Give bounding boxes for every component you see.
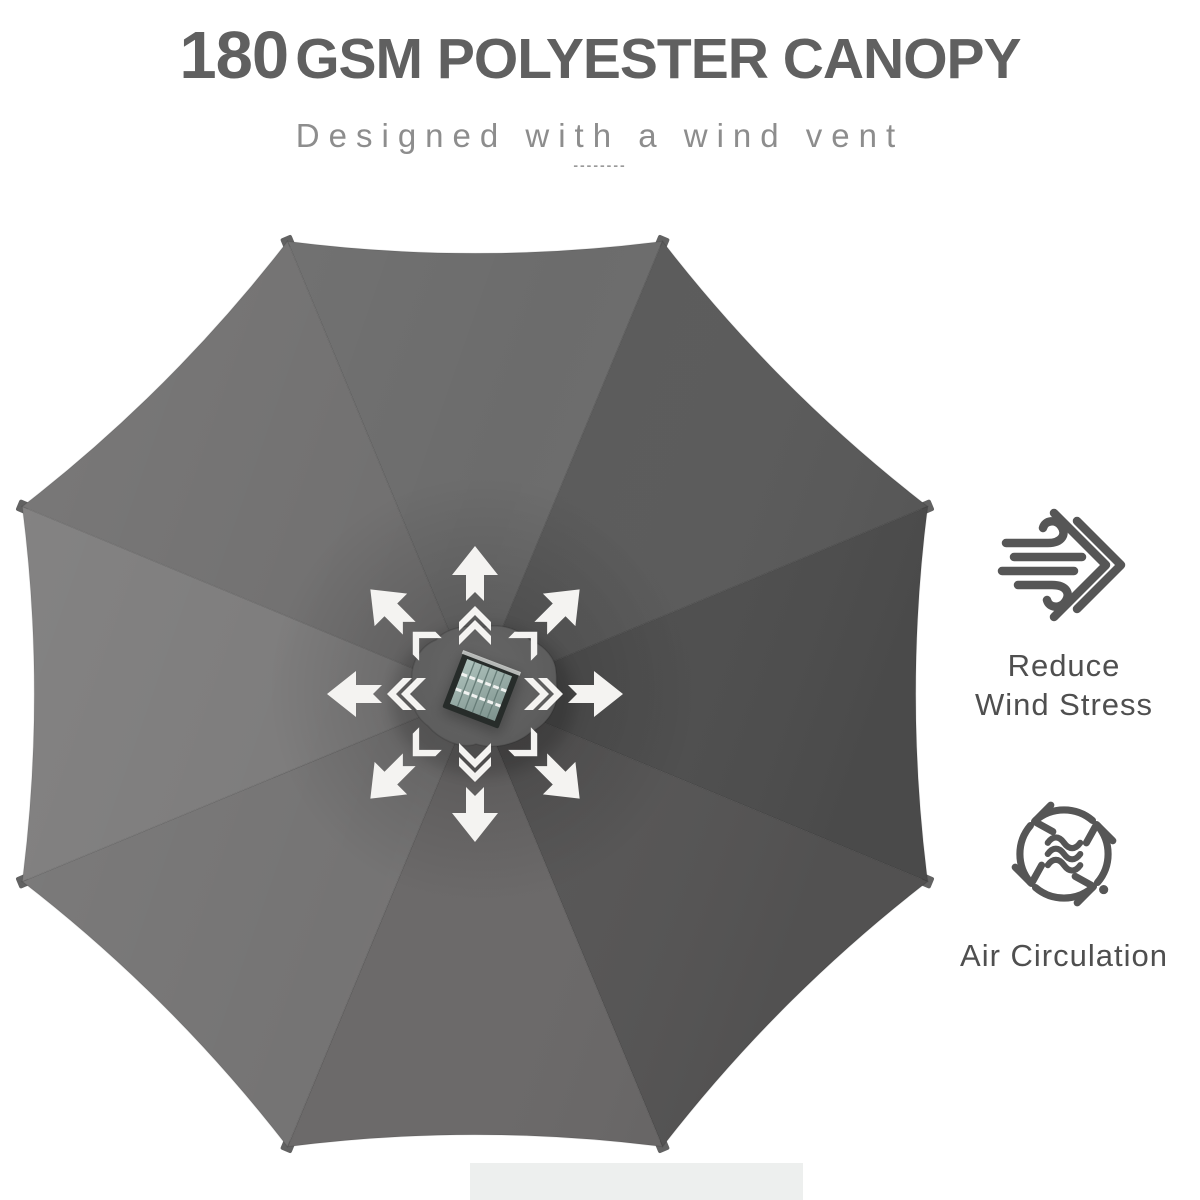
air-circulation-icon bbox=[1002, 793, 1126, 915]
title-text: GSM POLYESTER CANOPY bbox=[295, 27, 1021, 91]
divider-dashes: -------- bbox=[573, 157, 627, 173]
feature-air-circulation: Air Circulation bbox=[939, 793, 1189, 975]
wind-gust-arrow-icon bbox=[997, 508, 1126, 622]
feature-label: Air Circulation bbox=[960, 938, 1168, 973]
title-number: 180 bbox=[179, 18, 289, 93]
page-title: 180 GSM POLYESTER CANOPY bbox=[0, 22, 1200, 108]
bottom-cropped-block bbox=[470, 1163, 803, 1200]
solar-panel bbox=[441, 649, 522, 735]
page-subtitle: Designed with a wind vent bbox=[295, 117, 905, 154]
header: 180 GSM POLYESTER CANOPY Designed with a … bbox=[0, 22, 1200, 174]
feature-reduce-wind-stress: Reduce Wind Stress bbox=[939, 505, 1189, 724]
feature-label: Reduce Wind Stress bbox=[974, 648, 1154, 722]
